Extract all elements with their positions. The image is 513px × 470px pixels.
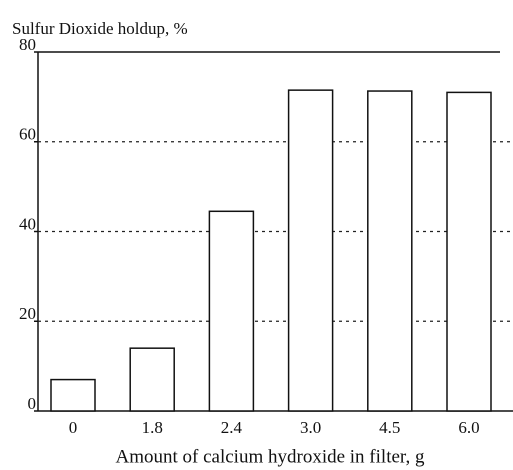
bar <box>446 91 492 412</box>
x-tick-label: 0 <box>69 418 78 437</box>
x-tick-label: 3.0 <box>300 418 321 437</box>
bar <box>367 90 413 412</box>
y-tick-label: 20 <box>19 304 36 323</box>
chart-title: Sulfur Dioxide holdup, % <box>12 19 188 38</box>
x-tick-label: 1.8 <box>142 418 163 437</box>
x-axis-label: Amount of calcium hydroxide in filter, g <box>116 446 425 467</box>
bar <box>208 210 255 412</box>
bar <box>129 347 175 412</box>
y-tick-label: 40 <box>19 214 36 233</box>
bar <box>50 378 96 412</box>
y-tick-label: 0 <box>28 394 37 413</box>
x-tick-label: 2.4 <box>221 418 243 437</box>
bar <box>287 89 334 412</box>
x-tick-label: 6.0 <box>458 418 479 437</box>
y-tick-label: 60 <box>19 125 36 144</box>
x-tick-label: 4.5 <box>379 418 400 437</box>
y-tick-label: 80 <box>19 35 36 54</box>
